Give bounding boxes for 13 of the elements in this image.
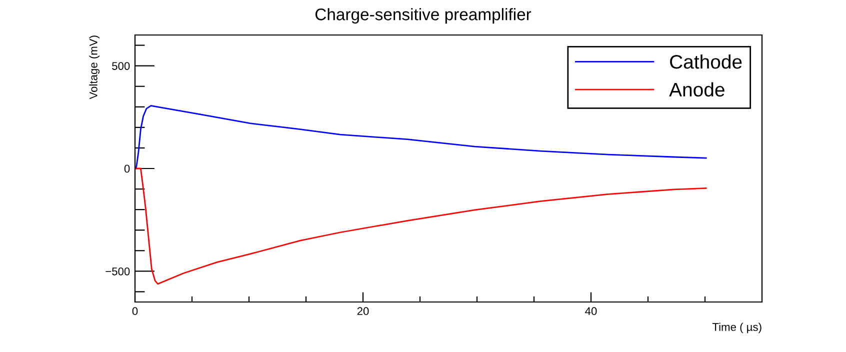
x-tick-label: 20 (357, 307, 369, 316)
x-axis-title: Time ( µs) (712, 322, 762, 334)
x-tick-label: 0 (132, 307, 138, 316)
chart-title: Charge-sensitive preamplifier (315, 8, 532, 24)
x-tick-label: 40 (585, 307, 597, 316)
y-tick-label: 500 (112, 62, 130, 70)
y-tick-label: 0 (124, 164, 130, 173)
legend-label: Cathode (670, 54, 742, 69)
legend-label: Anode (669, 82, 724, 97)
line-series (135, 168, 707, 285)
y-tick-label: −500 (106, 267, 130, 276)
y-axis-title: Voltage (mV) (89, 36, 100, 100)
line-series (135, 104, 707, 170)
